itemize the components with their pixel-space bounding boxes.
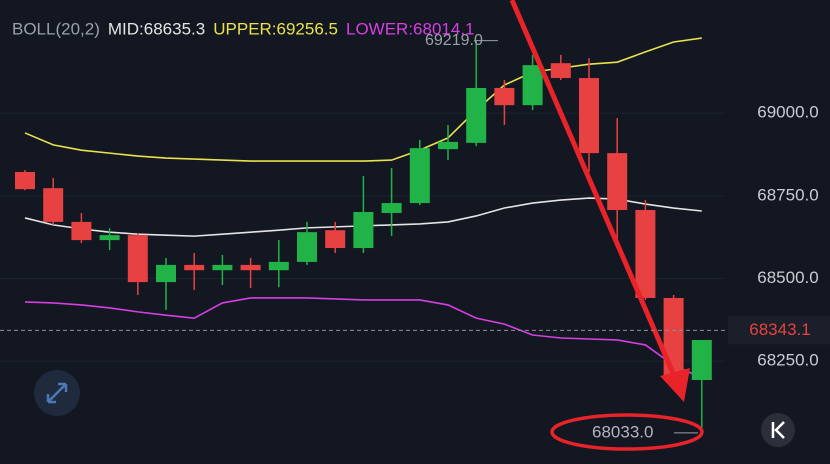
latest-button-bg [761,413,795,447]
candle-body [409,148,430,204]
candle-body [607,153,628,211]
indicator-title: BOLL(20,2) [12,19,100,38]
legend-entry: UPPER:69256.5 [213,19,338,38]
highlight-ellipse [550,413,704,451]
y-tick-label: 68500.0 [757,268,818,287]
candle-body [99,235,120,241]
candle-body [353,211,374,249]
legend-entry: LOWER:68014.1 [346,19,475,38]
y-tick-label: 69000.0 [757,103,818,122]
candle-body [550,63,571,79]
y-tick-label: 68750.0 [757,185,818,204]
latest-icon [771,421,785,439]
candle-body [15,171,35,190]
candle-body [522,65,543,106]
candle-body [579,78,599,154]
arrow-annotation [509,0,690,402]
band-line [24,297,703,379]
candle-body [297,232,317,262]
candle-body [691,339,712,380]
candle-body [156,264,176,283]
high-marker-label: 69219.0 [425,32,483,49]
candle-body [466,87,487,143]
arrow-shaft [509,0,679,381]
candle-body [635,210,656,298]
expand-icon [46,382,68,404]
latest-button[interactable] [761,413,795,447]
indicator-header: BOLL(20,2) MID:68635.3 UPPER:69256.5 LOWER:… [12,19,475,38]
plot-area [0,37,725,433]
y-tick-label: 68250.0 [757,351,818,370]
last-price-label: 68343.1 [749,320,810,339]
candle-body [184,264,205,271]
candle-body [71,221,92,241]
last-price-tag [728,316,830,345]
candle-body [268,261,289,271]
expand-button[interactable] [34,370,80,416]
candle-body [438,141,458,150]
candle-body [43,188,64,222]
candle-body [494,87,515,106]
candle-body [127,235,148,283]
candle-body [212,264,233,271]
candle-body [240,264,261,271]
candle-body [381,203,402,213]
legend-entry: MID:68635.3 [108,19,205,38]
candle-body [325,230,346,249]
low-marker-label: 68033.0 [592,422,653,441]
candle-body [663,297,684,380]
arrow-head [660,368,690,402]
